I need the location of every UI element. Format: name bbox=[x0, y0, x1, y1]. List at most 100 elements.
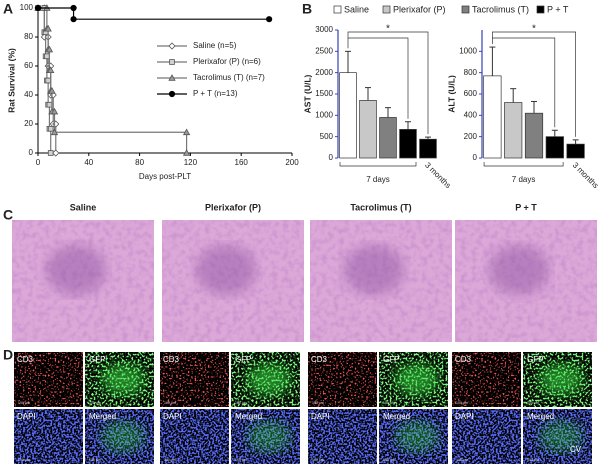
x-tick-label: 80 bbox=[135, 158, 144, 167]
panel-letter: D bbox=[3, 347, 13, 363]
y-axis-title: AST (U/L) bbox=[302, 74, 312, 113]
group-label: 7 days bbox=[512, 175, 536, 184]
scale-label: 100 µm bbox=[456, 401, 468, 405]
channel-label: CD3 bbox=[311, 355, 328, 364]
marker bbox=[48, 86, 56, 94]
y-axis-title: ALT (U/L) bbox=[446, 75, 456, 113]
bar bbox=[566, 143, 585, 159]
y-tick-label: 600 bbox=[464, 89, 478, 98]
infiltrate bbox=[488, 245, 549, 295]
scale-label: 100 µm bbox=[527, 458, 539, 462]
y-tick-label: 0 bbox=[29, 148, 34, 157]
marker bbox=[70, 4, 77, 12]
marker bbox=[44, 24, 52, 32]
x-tick-label: 200 bbox=[285, 158, 299, 167]
marker bbox=[266, 16, 273, 23]
scale-label: 100 µm bbox=[456, 458, 468, 462]
scale-label: 100 µm bbox=[164, 458, 176, 462]
group-bracket bbox=[483, 162, 564, 167]
scale-label: 100 µm bbox=[383, 458, 395, 462]
channel-label: GFP bbox=[527, 355, 543, 364]
gfp-cluster bbox=[394, 420, 439, 453]
x-tick-label: 0 bbox=[36, 158, 41, 167]
channel-label: Merged bbox=[89, 412, 116, 421]
legend-label: Tacrolimus (T) bbox=[472, 4, 529, 14]
y-axis-title: Rat Survival (%) bbox=[6, 48, 16, 113]
y-tick-label: 2000 bbox=[315, 68, 333, 77]
legend-label: P + T (n=13) bbox=[193, 89, 238, 98]
group-label: 3 months bbox=[423, 161, 453, 191]
bar bbox=[379, 117, 397, 159]
legend-label: Plerixafor (P) (n=6) bbox=[193, 57, 261, 66]
legend-swatch bbox=[333, 5, 342, 14]
marker bbox=[50, 107, 59, 115]
bar bbox=[524, 112, 544, 159]
channel-label: GFP bbox=[89, 355, 105, 364]
fluorescence-signal bbox=[160, 409, 229, 464]
marker bbox=[34, 4, 42, 12]
channel-label: Merged bbox=[527, 412, 554, 421]
infiltrate bbox=[45, 245, 106, 295]
panel-title: P + T bbox=[515, 202, 537, 212]
channel-label: Merged bbox=[235, 412, 262, 421]
marker bbox=[47, 150, 54, 156]
gfp-cluster bbox=[100, 420, 145, 453]
bar bbox=[419, 138, 437, 159]
scale-label: 100 µm bbox=[527, 401, 539, 405]
marker bbox=[70, 16, 77, 23]
panel-title: Saline bbox=[70, 202, 97, 212]
group-label: 3 months bbox=[571, 161, 600, 191]
fluorescence-signal bbox=[14, 352, 83, 407]
y-tick-label: 0 bbox=[473, 153, 478, 162]
channel-label: DAPI bbox=[311, 412, 330, 421]
marker bbox=[182, 128, 191, 136]
scale-label: 100 µm bbox=[89, 458, 101, 462]
legend-label: Saline (n=5) bbox=[193, 41, 237, 50]
x-tick-label: 160 bbox=[235, 158, 249, 167]
panel-letter: B bbox=[302, 1, 312, 17]
channel-label: Merged bbox=[383, 412, 410, 421]
channel-label: DAPI bbox=[455, 412, 474, 421]
bar bbox=[504, 102, 523, 159]
legend-label: Saline bbox=[344, 4, 369, 14]
group-label: 7 days bbox=[366, 175, 390, 184]
marker bbox=[52, 149, 60, 157]
marker bbox=[168, 90, 176, 98]
legend-swatch bbox=[461, 5, 470, 14]
legend-label: P + T bbox=[547, 4, 569, 14]
scale-label: 100 µm bbox=[18, 401, 30, 405]
scale-label: 100 µm bbox=[312, 401, 324, 405]
gfp-cluster bbox=[100, 363, 145, 396]
infiltrate bbox=[343, 245, 404, 295]
x-axis-title: Days post-PLT bbox=[139, 172, 191, 181]
fluorescence-signal bbox=[452, 352, 521, 407]
channel-label: CD3 bbox=[163, 355, 180, 364]
fluorescence-signal bbox=[160, 352, 229, 407]
scale-label: 100 µm bbox=[235, 458, 247, 462]
fluorescence-signal bbox=[308, 352, 377, 407]
y-tick-label: 400 bbox=[464, 110, 478, 119]
y-tick-label: 1500 bbox=[315, 89, 333, 98]
fluorescence-signal bbox=[14, 409, 83, 464]
marker bbox=[182, 149, 191, 156]
y-tick-label: 100 bbox=[20, 3, 34, 12]
scale-label: 100 µm bbox=[235, 401, 247, 405]
region-label: CV bbox=[570, 445, 582, 454]
sig-label: * bbox=[532, 24, 536, 35]
marker bbox=[168, 74, 176, 81]
fluorescence-signal bbox=[308, 409, 377, 464]
sig-bracket bbox=[492, 37, 556, 128]
marker bbox=[44, 53, 50, 60]
sig-bracket bbox=[347, 31, 429, 135]
channel-label: DAPI bbox=[163, 412, 182, 421]
gfp-cluster bbox=[538, 363, 583, 396]
marker bbox=[47, 66, 55, 74]
scale-label: 100 µm bbox=[18, 458, 30, 462]
infiltrate bbox=[195, 245, 256, 295]
y-tick-label: 1000 bbox=[459, 46, 477, 55]
panel-letter: C bbox=[3, 207, 13, 223]
bar bbox=[545, 136, 564, 159]
y-tick-label: 800 bbox=[464, 68, 478, 77]
